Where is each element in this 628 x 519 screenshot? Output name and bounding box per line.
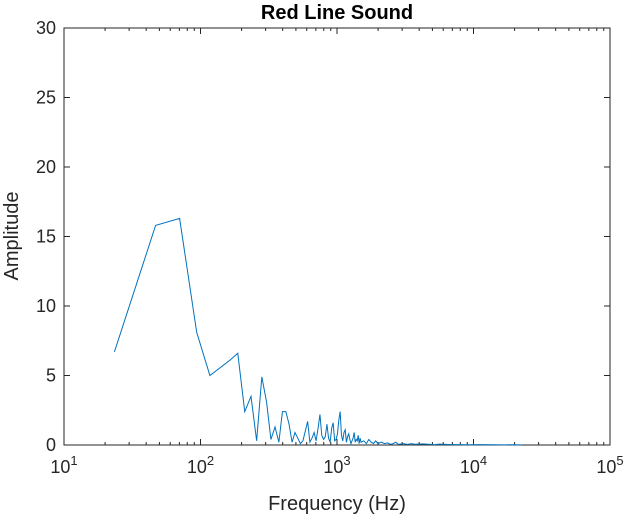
series-line bbox=[113, 217, 522, 446]
x-tick-base: 10 bbox=[187, 457, 207, 477]
x-tick-labels: 101 102 103 104 105 bbox=[50, 453, 623, 477]
plot-area bbox=[63, 27, 611, 446]
x-tick-exponent: 1 bbox=[70, 453, 77, 468]
x-tick-base: 10 bbox=[323, 457, 343, 477]
y-tick-label: 25 bbox=[36, 88, 56, 108]
x-tick-exponent: 4 bbox=[480, 453, 487, 468]
y-tick-label: 30 bbox=[36, 18, 56, 38]
x-tick-label: 103 bbox=[323, 453, 350, 477]
y-axis-label: Amplitude bbox=[1, 192, 23, 281]
x-tick-exponent: 3 bbox=[343, 453, 350, 468]
y-tick-label: 0 bbox=[46, 435, 56, 455]
x-tick-exponent: 5 bbox=[616, 453, 623, 468]
x-tick-label: 104 bbox=[460, 453, 487, 477]
y-tick-labels: 0 5 10 15 20 25 30 bbox=[36, 18, 56, 455]
x-tick-label: 101 bbox=[50, 453, 77, 477]
y-tick-label: 20 bbox=[36, 157, 56, 177]
y-tick-label: 15 bbox=[36, 227, 56, 247]
x-tick-label: 105 bbox=[596, 453, 623, 477]
x-tick-label: 102 bbox=[187, 453, 214, 477]
x-tick-base: 10 bbox=[460, 457, 480, 477]
y-tick-label: 10 bbox=[36, 296, 56, 316]
chart-title: Red Line Sound bbox=[261, 2, 413, 24]
x-tick-base: 10 bbox=[50, 457, 70, 477]
axis-ticks bbox=[63, 27, 611, 446]
x-tick-exponent: 2 bbox=[207, 453, 214, 468]
x-axis-label: Frequency (Hz) bbox=[268, 493, 406, 515]
y-tick-label: 5 bbox=[46, 366, 56, 386]
x-tick-base: 10 bbox=[596, 457, 616, 477]
